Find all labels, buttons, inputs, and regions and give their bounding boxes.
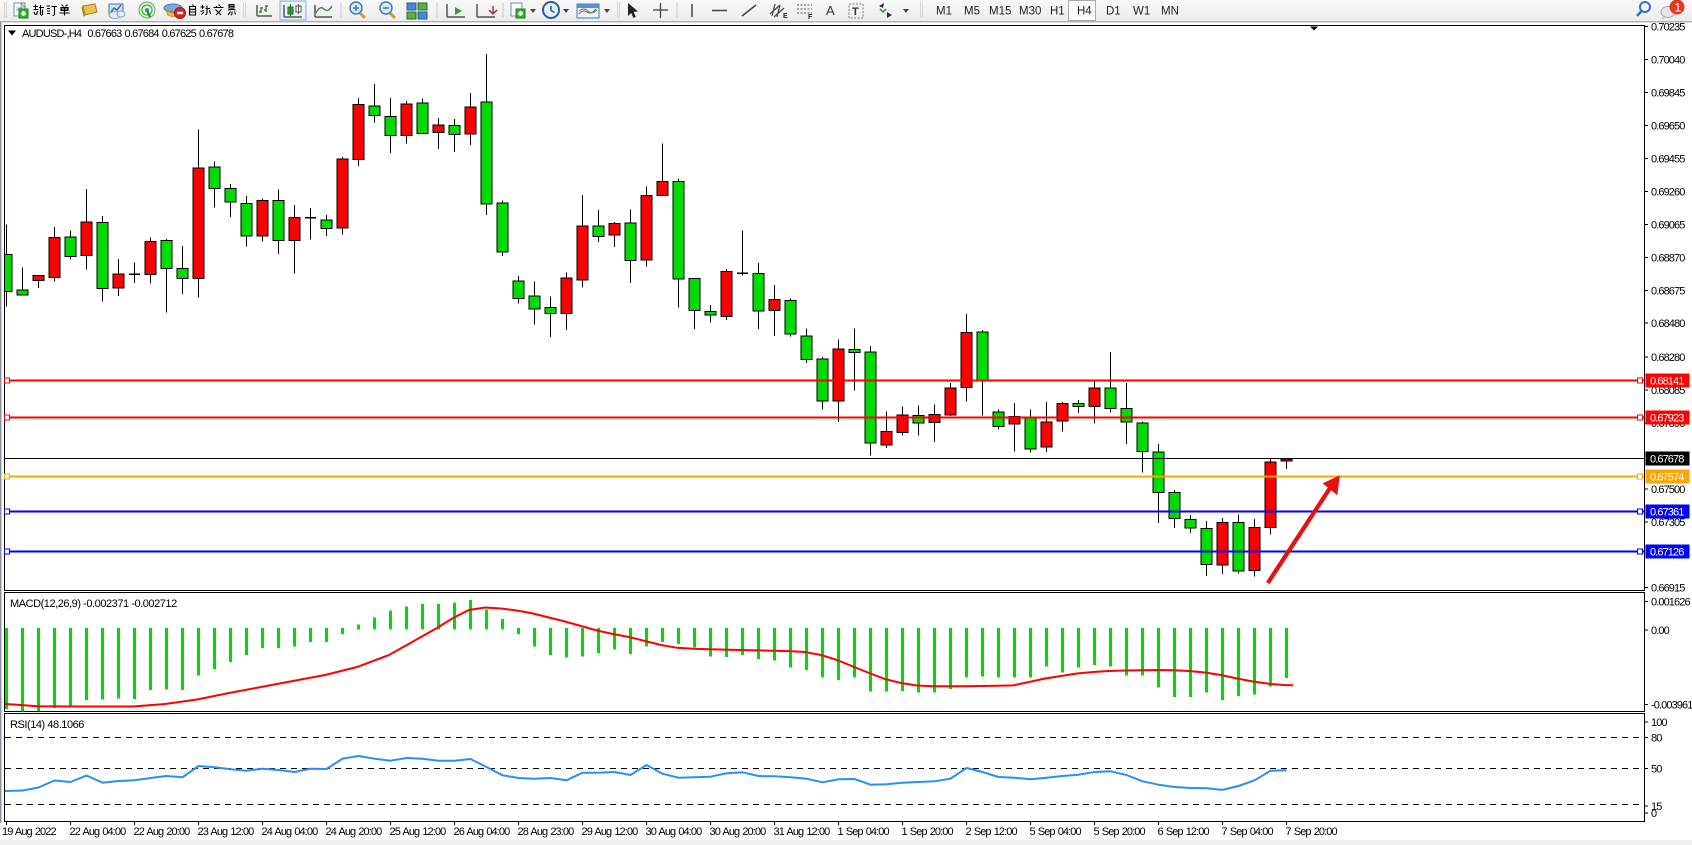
svg-text:22 Aug 04:00: 22 Aug 04:00 [70, 826, 127, 838]
svg-text:0.67305: 0.67305 [1651, 517, 1685, 529]
svg-text:0.69845: 0.69845 [1651, 88, 1685, 100]
svg-text:7 Sep 20:00: 7 Sep 20:00 [1286, 826, 1338, 838]
svg-text:0: 0 [1651, 808, 1657, 820]
svg-text:M5: M5 [964, 6, 980, 18]
svg-text:1 Sep 04:00: 1 Sep 04:00 [838, 826, 890, 838]
svg-text:E: E [783, 13, 788, 20]
svg-text:0.67923: 0.67923 [1650, 413, 1684, 425]
svg-text:0.67678: 0.67678 [1650, 454, 1684, 466]
svg-text:0.67574: 0.67574 [1650, 472, 1684, 484]
svg-text:15: 15 [1651, 801, 1662, 813]
svg-text:7 Sep 04:00: 7 Sep 04:00 [1222, 826, 1274, 838]
svg-text:0.69260: 0.69260 [1651, 186, 1685, 198]
svg-text:0.69455: 0.69455 [1651, 154, 1685, 166]
svg-text:5 Sep 04:00: 5 Sep 04:00 [1030, 826, 1082, 838]
svg-text:0.68141: 0.68141 [1650, 376, 1684, 388]
svg-text:6 Sep 12:00: 6 Sep 12:00 [1158, 826, 1210, 838]
svg-text:24 Aug 04:00: 24 Aug 04:00 [262, 826, 319, 838]
svg-text:30 Aug 20:00: 30 Aug 20:00 [710, 826, 767, 838]
svg-text:0.67126: 0.67126 [1650, 547, 1684, 559]
svg-text:0.66915: 0.66915 [1651, 583, 1685, 595]
svg-text:A: A [826, 3, 835, 18]
svg-text:31 Aug 12:00: 31 Aug 12:00 [774, 826, 831, 838]
svg-text:0.70040: 0.70040 [1651, 55, 1685, 67]
svg-text:25 Aug 12:00: 25 Aug 12:00 [390, 826, 447, 838]
svg-text:29 Aug 12:00: 29 Aug 12:00 [582, 826, 639, 838]
svg-text:AUDUSD-,H4 0.67663 0.67684 0.: AUDUSD-,H4 0.67663 0.67684 0.67625 0.676… [22, 28, 234, 40]
svg-text:0.69065: 0.69065 [1651, 219, 1685, 231]
svg-text:2 Sep 12:00: 2 Sep 12:00 [966, 826, 1018, 838]
svg-text:24 Aug 20:00: 24 Aug 20:00 [326, 826, 383, 838]
svg-text:H1: H1 [1050, 6, 1065, 18]
svg-text:T: T [852, 6, 859, 18]
svg-text:W1: W1 [1133, 6, 1150, 18]
svg-text:0.68480: 0.68480 [1651, 318, 1685, 330]
svg-text:RSI(14) 48.1066: RSI(14) 48.1066 [10, 719, 84, 731]
svg-text:F: F [808, 14, 813, 21]
svg-text:0.001626: 0.001626 [1651, 597, 1690, 609]
svg-text:80: 80 [1651, 733, 1662, 745]
svg-text:M30: M30 [1019, 6, 1041, 18]
svg-text:MN: MN [1161, 6, 1179, 18]
svg-text:M1: M1 [936, 6, 952, 18]
svg-text:0.68870: 0.68870 [1651, 252, 1685, 264]
svg-text:0.67500: 0.67500 [1651, 484, 1685, 496]
svg-text:0.00: 0.00 [1651, 625, 1670, 637]
svg-text:30 Aug 04:00: 30 Aug 04:00 [646, 826, 703, 838]
svg-text:1 Sep 20:00: 1 Sep 20:00 [902, 826, 954, 838]
svg-text:100: 100 [1651, 717, 1667, 729]
svg-text:-0.003961: -0.003961 [1651, 700, 1692, 712]
svg-text:D1: D1 [1106, 6, 1121, 18]
svg-text:0.68085: 0.68085 [1651, 385, 1685, 397]
svg-text:0.70235: 0.70235 [1651, 22, 1685, 34]
svg-text:MACD(12,26,9) -0.002371 -0.002: MACD(12,26,9) -0.002371 -0.002712 [10, 598, 177, 610]
svg-text:1: 1 [1675, 1, 1682, 15]
svg-text:0.68675: 0.68675 [1651, 285, 1685, 297]
svg-text:23 Aug 12:00: 23 Aug 12:00 [198, 826, 255, 838]
svg-text:19 Aug 2022: 19 Aug 2022 [2, 826, 56, 838]
svg-text:26 Aug 04:00: 26 Aug 04:00 [454, 826, 511, 838]
svg-text:5 Sep 20:00: 5 Sep 20:00 [1094, 826, 1146, 838]
svg-text:28 Aug 23:00: 28 Aug 23:00 [518, 826, 575, 838]
svg-text:H4: H4 [1077, 6, 1092, 18]
svg-text:0.67361: 0.67361 [1650, 507, 1684, 519]
svg-text:22 Aug 20:00: 22 Aug 20:00 [134, 826, 191, 838]
svg-text:0.68280: 0.68280 [1651, 352, 1685, 364]
svg-text:0.69650: 0.69650 [1651, 121, 1685, 133]
svg-text:M15: M15 [989, 6, 1011, 18]
svg-text:50: 50 [1651, 764, 1662, 776]
